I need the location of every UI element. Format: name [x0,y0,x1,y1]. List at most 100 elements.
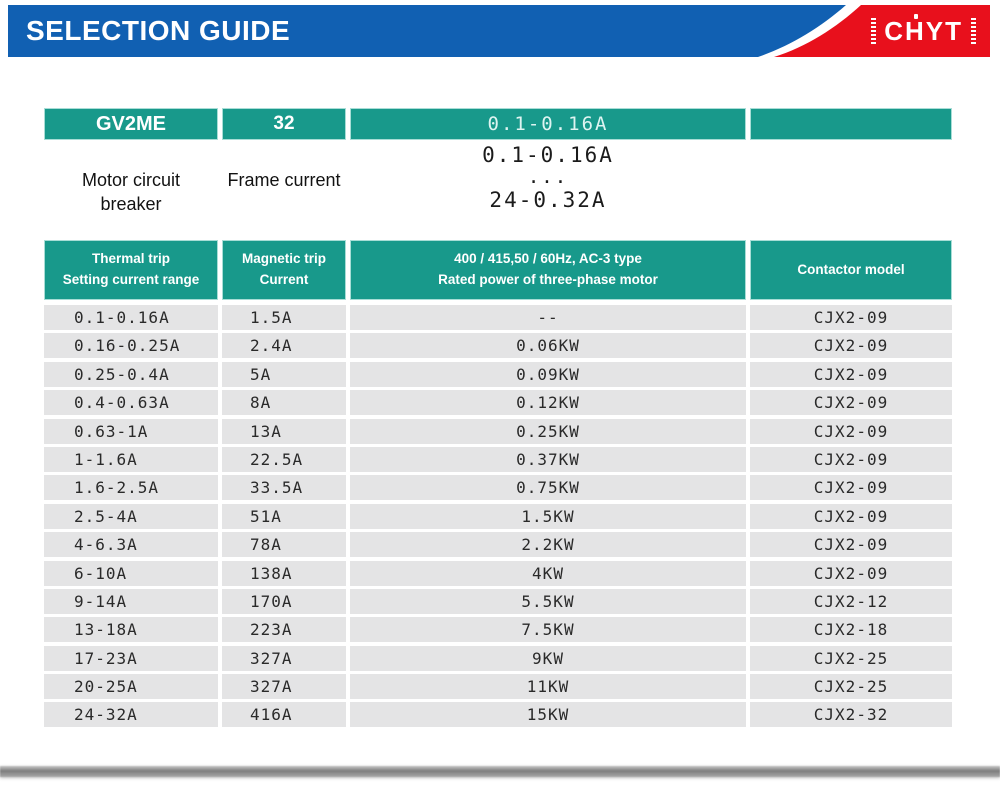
table-cell: 6-10A [44,560,218,586]
col-header-line: Setting current range [62,272,200,287]
table-cell: 2.4A [222,333,346,359]
table-cell: CJX2-32 [750,702,952,728]
col-header-rated-power: 400 / 415,50 / 60Hz, AC-3 type Rated pow… [350,240,746,300]
table-cell: 20-25A [44,674,218,700]
table-cell: 7.5KW [350,617,746,643]
table-cell: 2.5-4A [44,503,218,529]
col-header-contactor-model: Contactor model [750,240,952,300]
table-cell: 1.5A [222,305,346,330]
table-cell: 13-18A [44,617,218,643]
logo-dash-right-icon [971,17,976,45]
table-cell: 138A [222,560,346,586]
empty-cell [750,108,952,140]
table-cell: 1.6-2.5A [44,475,218,501]
logo-h-dot-icon [914,13,919,19]
table-cell: 78A [222,532,346,558]
table-cell: 0.25-0.4A [44,361,218,387]
table-cell: 0.12KW [350,390,746,416]
table-cell: CJX2-09 [750,361,952,387]
table-cell: 327A [222,645,346,671]
table-cell: 223A [222,617,346,643]
table-cell: 24-32A [44,702,218,728]
table-cell: CJX2-12 [750,588,952,614]
range-last: 24-0.32A [489,188,607,213]
spec-table-body: 0.1-0.16A 1.5A -- CJX2-09 0.16-0.25A 2.4A 0.06… [44,305,952,731]
table-cell: 5.5KW [350,588,746,614]
banner: SELECTION GUIDE CHYT [8,5,990,57]
table-cell: CJX2-09 [750,446,952,472]
table-cell: 22.5A [222,446,346,472]
labels-spacer [750,140,952,217]
col-header-line: Current [259,272,309,287]
page-title: SELECTION GUIDE [26,15,291,46]
table-row: 0.1-0.16A 1.5A -- CJX2-09 [44,305,952,330]
table-cell: CJX2-25 [750,645,952,671]
table-cell: CJX2-25 [750,674,952,700]
table-cell: 0.75KW [350,475,746,501]
table-cell: CJX2-09 [750,333,952,359]
table-cell: 8A [222,390,346,416]
table-cell: 2.2KW [350,532,746,558]
table-row: 17-23A 327A 9KW CJX2-25 [44,645,952,671]
col-header-line: Contactor model [797,261,905,277]
current-range-list: 0.1-0.16A ... 24-0.32A [350,142,746,217]
range-first: 0.1-0.16A [482,143,614,167]
logo-text-wrap: CHYT [884,13,963,47]
table-cell: CJX2-09 [750,305,952,330]
table-row: 9-14A 170A 5.5KW CJX2-12 [44,588,952,614]
table-cell: 33.5A [222,475,346,501]
table-row: 6-10A 138A 4KW CJX2-09 [44,560,952,586]
table-cell: 4-6.3A [44,532,218,558]
table-cell: 0.63-1A [44,418,218,444]
table-cell: 13A [222,418,346,444]
table-cell: CJX2-09 [750,418,952,444]
table-row: 20-25A 327A 11KW CJX2-25 [44,674,952,700]
table-cell: CJX2-09 [750,390,952,416]
table-cell: 15KW [350,702,746,728]
col-header-line: Thermal trip [91,251,170,267]
logo-content: CHYT [871,5,976,57]
table-cell: 11KW [350,674,746,700]
range-ellipsis: ... [527,166,569,189]
table-cell: 0.4-0.63A [44,390,218,416]
table-cell: 0.06KW [350,333,746,359]
table-cell: 1-1.6A [44,446,218,472]
table-cell: 0.37KW [350,446,746,472]
table-cell: -- [350,305,746,330]
table-row: 1.6-2.5A 33.5A 0.75KW CJX2-09 [44,475,952,501]
spec-table-header: Thermal trip Setting current range Magne… [44,240,952,300]
frame-current-cell: 32 [222,108,346,140]
table-cell: CJX2-09 [750,475,952,501]
logo-text: CHYT [884,15,963,46]
table-row: 0.25-0.4A 5A 0.09KW CJX2-09 [44,361,952,387]
table-cell: 170A [222,588,346,614]
breaker-series-label: Motor circuit breaker [44,168,218,217]
table-cell: 5A [222,361,346,387]
table-cell: CJX2-09 [750,560,952,586]
table-row: 0.4-0.63A 8A 0.12KW CJX2-09 [44,390,952,416]
table-cell: CJX2-09 [750,503,952,529]
col-header-thermal-trip: Thermal trip Setting current range [44,240,218,300]
table-row: 4-6.3A 78A 2.2KW CJX2-09 [44,532,952,558]
breaker-series-cell: GV2ME [44,108,218,140]
table-cell: 0.25KW [350,418,746,444]
table-cell: 9-14A [44,588,218,614]
table-cell: 1.5KW [350,503,746,529]
table-cell: CJX2-18 [750,617,952,643]
current-range-cell: 0.1-0.16A [350,108,746,140]
table-cell: 0.1-0.16A [44,305,218,330]
breaker-series-label-line1: Motor circuit [81,170,180,190]
table-row: 24-32A 416A 15KW CJX2-32 [44,702,952,728]
breaker-series-label-line2: breaker [100,194,162,215]
table-cell: 4KW [350,560,746,586]
table-row: 2.5-4A 51A 1.5KW CJX2-09 [44,503,952,529]
product-code-strip: GV2ME 32 0.1-0.16A [44,108,952,140]
col-header-magnetic-trip: Magnetic trip Current [222,240,346,300]
table-row: 1-1.6A 22.5A 0.37KW CJX2-09 [44,446,952,472]
col-header-line: Rated power of three-phase motor [438,272,658,287]
table-cell: 51A [222,503,346,529]
frame-current-label: Frame current [227,170,341,190]
table-cell: 17-23A [44,645,218,671]
brand-logo: CHYT [758,5,990,57]
